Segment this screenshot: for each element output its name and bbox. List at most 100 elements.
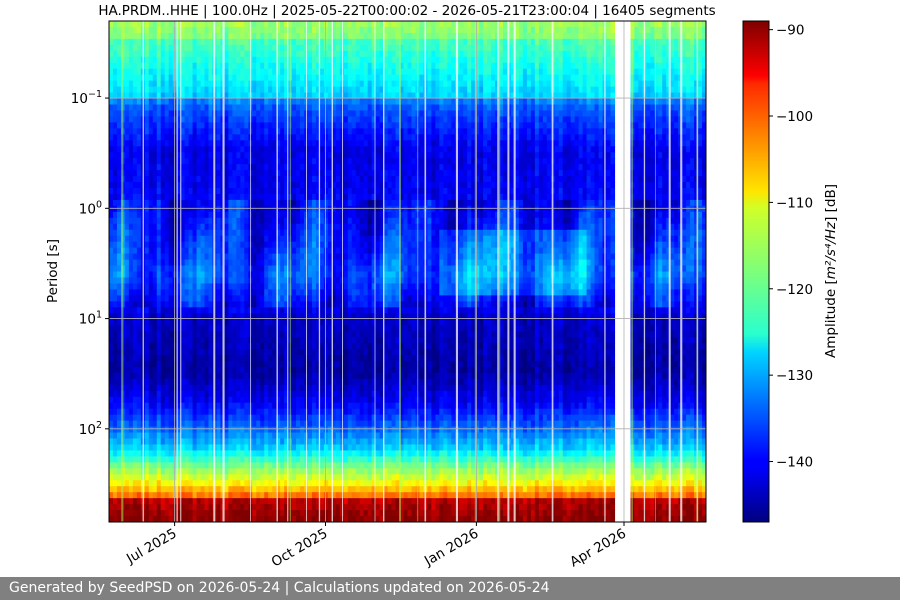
heat-cell	[112, 182, 118, 189]
heat-cell	[204, 277, 210, 285]
heat-cell	[308, 217, 313, 225]
heat-cell	[256, 122, 261, 129]
heat-cell	[144, 164, 150, 171]
heat-cell	[319, 223, 325, 231]
heat-cell	[188, 343, 194, 350]
heat-cell	[216, 307, 222, 314]
heat-cell	[204, 474, 210, 481]
heat-cell	[224, 504, 229, 511]
heat-cell	[236, 313, 241, 320]
heat-cell	[300, 372, 305, 380]
heat-cell	[260, 140, 265, 147]
heat-cell	[124, 492, 130, 499]
heat-cell	[188, 372, 194, 380]
heat-cell	[208, 283, 214, 290]
heat-cell	[335, 450, 341, 457]
heat-cell	[184, 86, 190, 94]
heat-cell	[272, 271, 277, 279]
heat-cell	[264, 516, 269, 522]
heat-cell	[132, 98, 138, 106]
heat-cell	[308, 116, 313, 123]
heat-cell	[176, 337, 182, 344]
heat-cell	[323, 211, 329, 219]
heat-cell	[232, 355, 237, 362]
heat-cell	[300, 414, 305, 422]
heat-cell	[280, 420, 285, 428]
heat-cell	[116, 205, 122, 213]
heat-cell	[156, 205, 162, 213]
heat-cell	[252, 193, 257, 201]
heat-cell	[144, 86, 150, 94]
heat-cell	[296, 277, 301, 285]
heat-cell	[176, 301, 182, 308]
heat-cell	[268, 158, 273, 165]
heat-cell	[268, 504, 273, 511]
heat-cell	[252, 331, 257, 338]
heat-cell	[164, 390, 170, 398]
heat-cell	[196, 349, 202, 356]
heat-cell	[252, 414, 257, 422]
heat-cell	[296, 271, 301, 279]
heat-cell	[296, 420, 301, 428]
heat-cell	[164, 504, 170, 511]
heat-cell	[296, 223, 301, 231]
heat-cell	[256, 372, 261, 380]
heat-cell	[164, 295, 170, 302]
heat-cell	[216, 86, 222, 94]
heat-cell	[136, 86, 142, 94]
heat-cell	[156, 307, 162, 314]
heat-cell	[331, 283, 337, 290]
heat-cell	[156, 38, 162, 46]
heat-cell	[308, 313, 313, 320]
heat-cell	[109, 331, 114, 338]
heat-cell	[204, 170, 210, 177]
heat-cell	[164, 229, 170, 237]
heat-cell	[308, 74, 313, 82]
heat-cell	[184, 217, 190, 225]
heat-cell	[308, 295, 313, 302]
heat-cell	[224, 432, 229, 440]
heat-cell	[264, 396, 269, 404]
heat-cell	[164, 116, 170, 123]
heat-cell	[136, 122, 142, 129]
heat-cell	[204, 188, 210, 195]
heat-cell	[160, 265, 166, 273]
heat-cell	[160, 134, 166, 141]
heat-cell	[323, 289, 329, 296]
heat-cell	[160, 438, 166, 446]
heat-cell	[196, 402, 202, 410]
heat-cell	[244, 176, 249, 183]
heat-cell	[296, 355, 301, 362]
heat-cell	[124, 44, 130, 52]
heat-cell	[252, 158, 257, 165]
heat-cell	[144, 468, 150, 475]
heat-cell	[335, 516, 341, 522]
heat-cell	[152, 128, 158, 135]
heat-cell	[272, 211, 277, 219]
heat-cell	[319, 253, 325, 261]
heat-cell	[164, 193, 170, 201]
heat-cell	[327, 265, 333, 273]
heat-cell	[308, 283, 313, 290]
heat-cell	[252, 176, 257, 183]
heat-cell	[311, 372, 317, 380]
heat-cell	[236, 122, 241, 129]
heat-cell	[296, 295, 301, 302]
heat-cell	[184, 116, 190, 123]
heat-cell	[272, 450, 277, 457]
heat-cell	[156, 193, 162, 201]
heat-cell	[112, 199, 118, 207]
heat-cell	[188, 229, 194, 237]
heat-cell	[208, 307, 214, 314]
heat-cell	[109, 516, 114, 522]
heat-cell	[112, 480, 118, 487]
heat-cell	[264, 253, 269, 261]
heat-cell	[292, 92, 297, 100]
heat-cell	[184, 170, 190, 177]
heat-cell	[136, 504, 142, 511]
heat-cell	[308, 414, 313, 422]
heat-cell	[319, 498, 325, 505]
heat-cell	[232, 188, 237, 195]
heat-cell	[196, 384, 202, 392]
heat-cell	[112, 170, 118, 177]
